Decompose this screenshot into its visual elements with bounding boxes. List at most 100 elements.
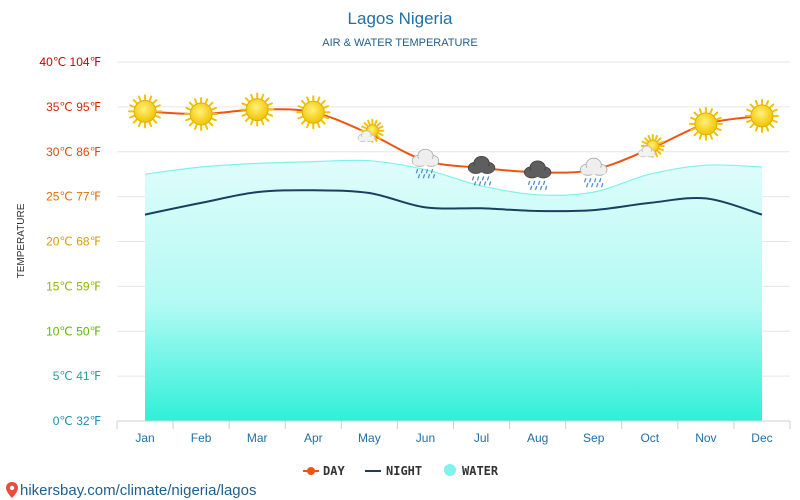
legend-item-night[interactable]: NIGHT [365,464,422,478]
rain-drop [417,174,421,179]
sun-ray [713,131,719,137]
x-tick-label: Jun [416,431,435,445]
sun-ray [690,116,696,121]
sun-ray [765,125,770,132]
cloud-base [581,167,607,175]
sun-ray [241,102,248,106]
sun-ray [152,99,158,104]
sun-ray [641,140,648,145]
sun-icon [240,92,275,127]
sun-ray [129,114,135,119]
sun-ray [264,117,270,122]
sun-ray [658,147,664,152]
cloud-base [469,165,494,173]
sun-ray [260,93,265,100]
sun-ray [377,132,384,137]
x-tick-label: Nov [695,431,716,445]
sun-ray [709,108,713,114]
sun-ray [152,118,158,124]
footer[interactable]: hikersbay.com/climate/nigeria/lagos [6,482,257,499]
rain-drop [430,169,434,174]
sun-ray [155,104,161,108]
sun-disc [245,98,269,122]
y-tick-label: 35℃ 95℉ [46,100,101,114]
sun-icon [128,94,163,129]
legend-day-marker [307,467,315,475]
sun-ray [654,134,659,141]
sun-ray [297,105,304,109]
sun-ray [363,122,369,127]
legend-item-day[interactable]: DAY [303,464,345,478]
legend-water-label: WATER [462,464,499,478]
x-tick-label: Jul [474,431,489,445]
sun-ray [306,96,310,103]
sun-ray [188,121,194,127]
legend-night-label: NIGHT [386,464,422,478]
sun-ray [211,106,217,111]
rain-drop [486,176,490,181]
sun-ray [698,134,703,140]
sun-ray [188,101,194,107]
sun-ray [250,119,254,126]
y-tick-label: 20℃ 68℉ [46,235,101,249]
cloud-base [413,158,438,166]
chart-title: Lagos Nigeria [348,9,453,28]
rain-drop [594,178,597,183]
sun-ray [129,104,135,108]
sun-disc [189,102,213,126]
sun-ray [698,108,703,114]
rain-drop [483,181,487,186]
rain-drop [415,169,419,174]
sun-ray [185,117,192,122]
x-tick-label: Mar [247,431,268,445]
sun-ray [654,151,659,158]
sun-ray [320,119,326,125]
sun-ray [204,124,209,130]
chart-subtitle: AIR & WATER TEMPERATURE [322,37,477,49]
rain-drop [539,185,543,191]
x-tick-label: Jan [135,431,154,445]
rain-drop [427,174,431,179]
rain-drop [527,180,531,186]
x-tick-label: Dec [751,431,772,445]
y-tick-label: 0℃ 32℉ [53,414,101,428]
sun-ray [148,95,153,102]
y-tick-label: 5℃ 41℉ [53,369,101,383]
sun-ray [244,97,250,103]
x-tick-label: Apr [304,431,323,445]
sun-ray [377,125,384,130]
rain-drop [601,183,604,188]
legend-item-water[interactable]: WATER [444,464,499,478]
sun-icon [184,97,219,132]
sun-ray [656,150,662,155]
sun-icon [688,106,723,141]
sun-ray [208,121,214,127]
water-area-fill [145,160,762,421]
sun-ray [244,117,250,122]
night-line [144,189,763,216]
rain-drop [584,178,587,183]
sun-ray [376,134,382,140]
sun-icon [296,95,331,130]
x-tick-label: Feb [191,431,212,445]
sun-ray [194,98,198,104]
sun-disc [301,100,325,124]
sun-ray [137,95,142,102]
sun-ray [367,119,371,126]
sun-ray [715,116,722,121]
sun-ray [316,96,321,103]
sun-ray [769,103,775,109]
sun-ray [749,123,755,129]
sun-ray [264,97,270,103]
legend-water-marker [444,464,456,476]
rain-drop [542,180,546,186]
sun-cloud-icon [637,134,665,159]
sun-ray [754,100,759,106]
sun-ray [647,134,652,141]
sun-disc [133,99,157,123]
sun-ray [374,136,378,142]
rain-drop [586,183,589,188]
sun-ray [148,121,153,128]
sun-ray [132,118,138,124]
